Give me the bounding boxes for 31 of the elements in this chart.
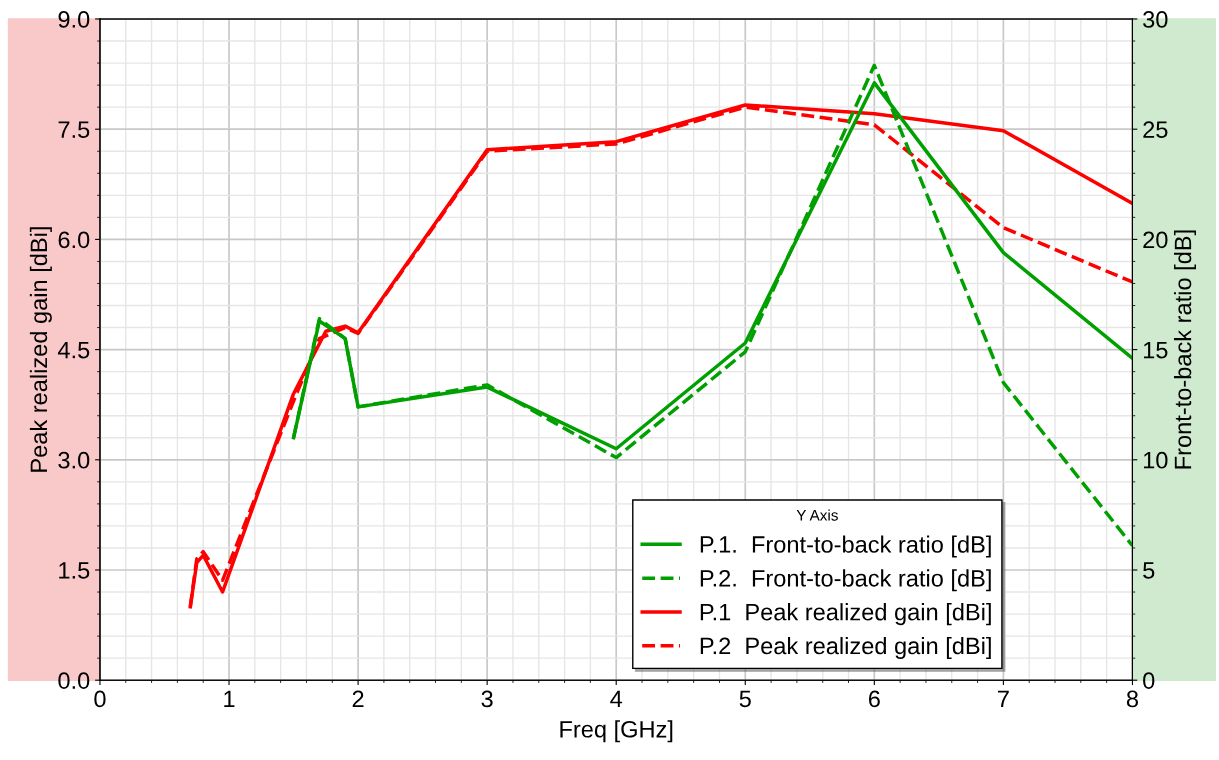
x-tick-label: 6 (868, 690, 880, 708)
x-tick-label: 4 (610, 690, 623, 708)
y2-tick-label: 5 (1143, 562, 1155, 579)
x-tick-label: 3 (481, 690, 493, 708)
x-tick-label: 8 (1126, 690, 1138, 708)
legend-label: P.1. Front-to-back ratio [dB] (700, 535, 991, 558)
legend-label: P.2 Peak realized gain [dBi] (700, 636, 991, 659)
y-tick-label: 7.5 (58, 121, 90, 138)
y2-tick-label: 0 (1143, 672, 1155, 689)
y-tick-label: 1.5 (59, 562, 90, 579)
legend-label: P.1 Peak realized gain [dBi] (700, 603, 991, 626)
y-tick-label: 6.0 (58, 231, 90, 249)
x-tick-label: 1 (224, 690, 235, 708)
legend-title: Y Axis (796, 509, 838, 521)
y-axis-title: Peak realized gain [dBi] (29, 227, 52, 472)
y2-tick-label: 30 (1143, 11, 1168, 28)
y-tick-label: 0.0 (58, 672, 90, 689)
y2-tick-label: 25 (1143, 121, 1168, 138)
x-tick-label: 2 (352, 690, 364, 708)
x-axis-title: Freq [GHz] (560, 720, 673, 743)
y2-tick-label: 15 (1143, 341, 1168, 359)
y2-tick-label: 20 (1143, 231, 1168, 249)
x-tick-label: 0 (94, 690, 106, 708)
y-tick-label: 3.0 (58, 451, 90, 469)
y2-tick-label: 10 (1143, 451, 1168, 469)
y-tick-label: 4.5 (57, 341, 90, 359)
x-tick-label: 7 (998, 690, 1009, 708)
x-tick-label: 5 (739, 690, 751, 708)
y-tick-label: 9.0 (58, 11, 90, 28)
legend-label: P.2. Front-to-back ratio [dB] (700, 569, 991, 592)
y2-axis-title: Front-to-back ratio [dB] (1173, 230, 1196, 469)
